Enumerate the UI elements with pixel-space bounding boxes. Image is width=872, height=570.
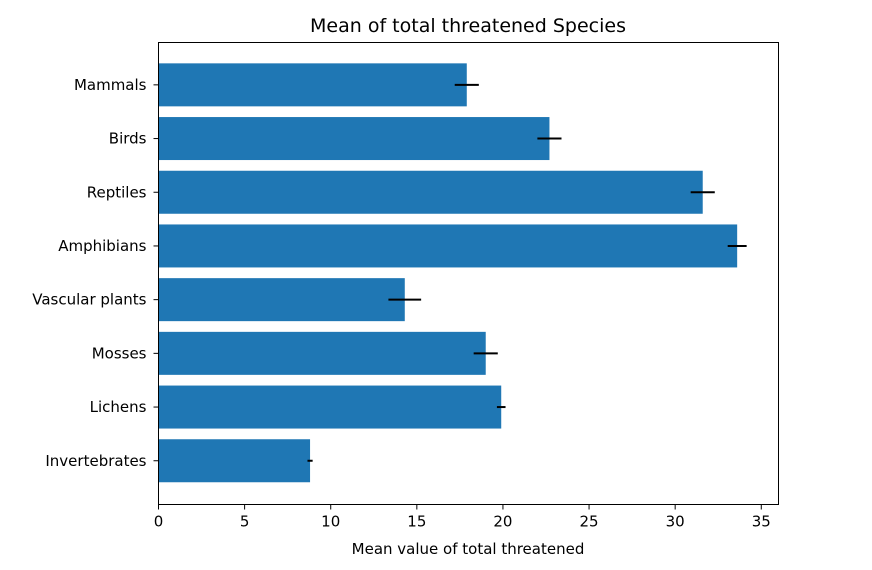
x-tick-label-1: 5 (240, 513, 250, 531)
y-tick-label-3: Amphibians (58, 237, 146, 255)
bars-layer (158, 63, 738, 483)
bar-1 (158, 117, 550, 161)
plot-frame (158, 42, 779, 505)
y-tick-label-2: Reptiles (87, 183, 147, 201)
bar-3 (158, 224, 738, 268)
bar-5 (158, 331, 486, 375)
y-tick-label-1: Birds (109, 130, 147, 148)
x-tick-label-5: 25 (580, 513, 599, 531)
y-tick-label-6: Lichens (90, 398, 147, 416)
x-tick-label-7: 35 (752, 513, 771, 531)
bar-7 (158, 439, 311, 483)
x-tick-label-3: 15 (407, 513, 426, 531)
x-axis-title: Mean value of total threatened (352, 540, 585, 558)
chart-title: Mean of total threatened Species (310, 15, 626, 37)
bar-4 (158, 278, 405, 322)
y-tick-label-4: Vascular plants (32, 291, 146, 309)
x-tick-label-6: 30 (666, 513, 685, 531)
y-axis: Mammals Birds Reptiles Amphibians Vascular p… (32, 76, 159, 470)
x-tick-label-0: 0 (154, 513, 164, 531)
y-tick-label-7: Invertebrates (45, 452, 146, 470)
y-tick-label-0: Mammals (74, 76, 147, 94)
x-tick-label-2: 10 (321, 513, 340, 531)
x-tick-label-4: 20 (493, 513, 512, 531)
error-bars-layer (307, 83, 747, 462)
bar-2 (158, 170, 703, 214)
bar-6 (158, 385, 502, 429)
y-tick-label-5: Mosses (92, 344, 147, 362)
bar-0 (158, 63, 467, 107)
x-axis: 0 5 10 15 20 25 30 35 (154, 504, 771, 531)
